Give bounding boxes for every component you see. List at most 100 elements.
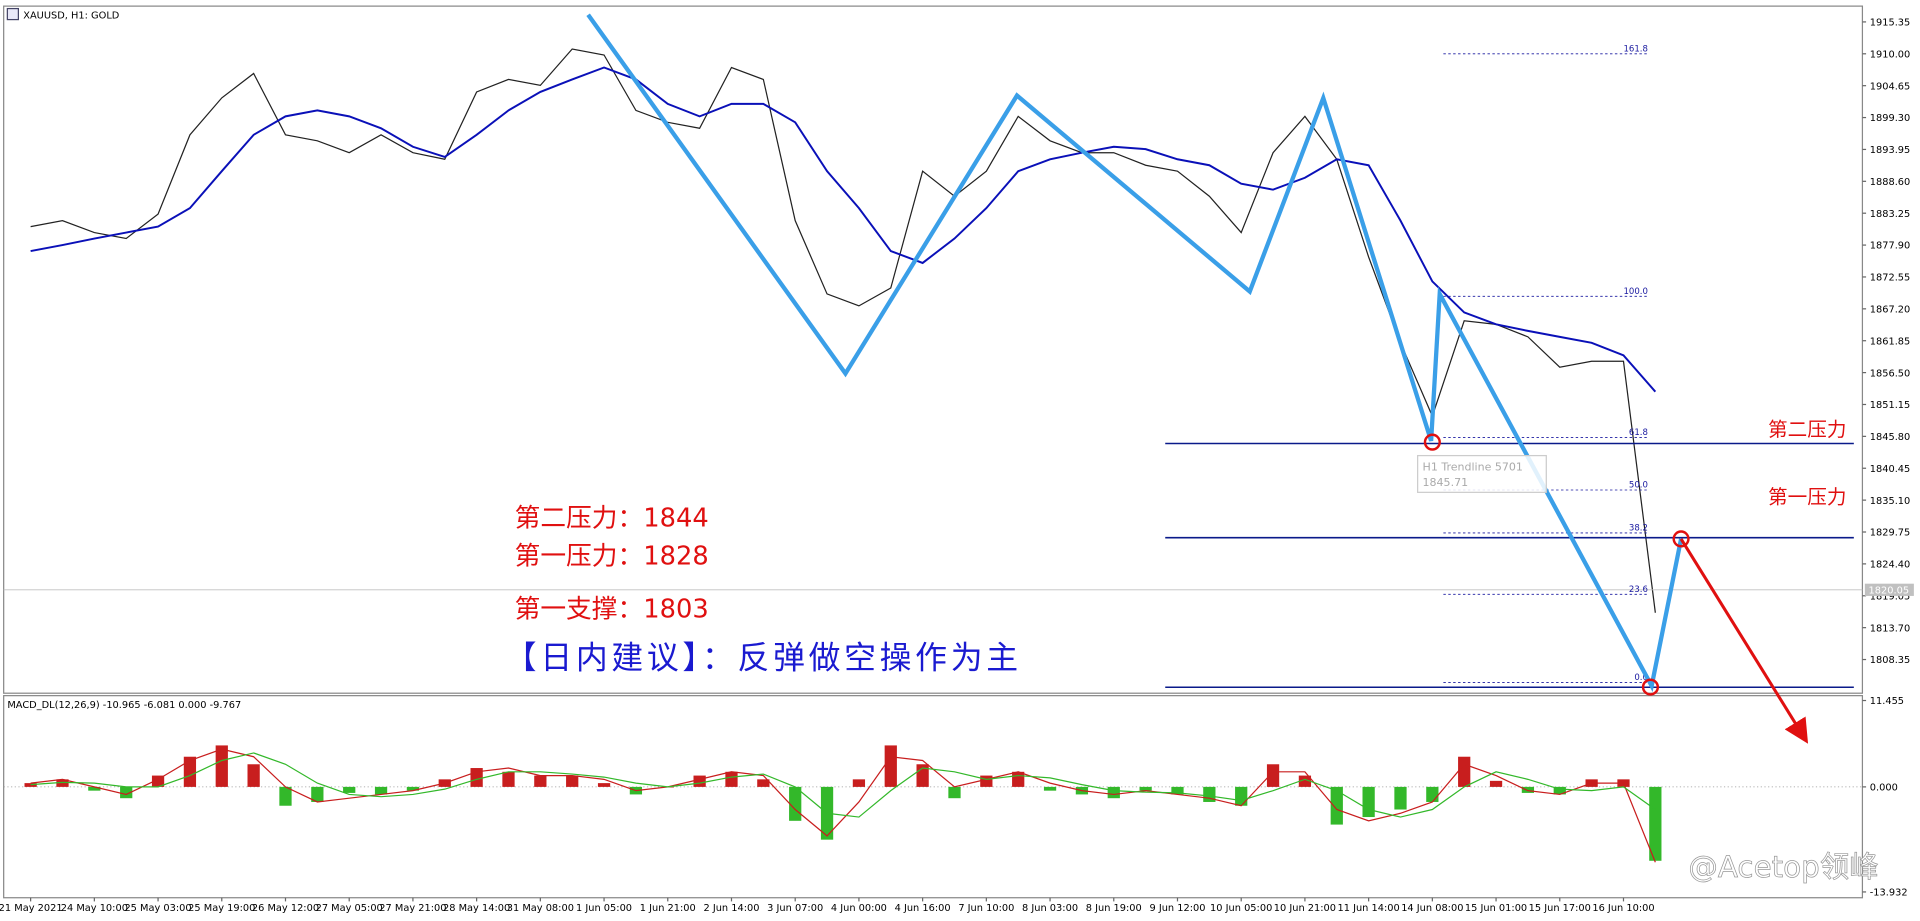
macd-bar <box>151 775 165 787</box>
fib-label: 61.8 <box>1629 428 1648 438</box>
y-tick-label: 1888.60 <box>1870 177 1911 188</box>
x-tick-label: 27 May 21:00 <box>379 903 446 914</box>
macd-title: MACD_DL(12,26,9) -10.965 -6.081 0.000 -9… <box>7 700 241 711</box>
y-tick-label: -13.932 <box>1870 888 1908 899</box>
y-tick-label: 1829.75 <box>1870 528 1911 539</box>
x-tick-label: 8 Jun 03:00 <box>1022 903 1078 914</box>
y-tick-label: 1845.80 <box>1870 432 1911 443</box>
series-line <box>30 66 1657 393</box>
macd-bar <box>1139 786 1152 791</box>
macd-bar <box>374 786 388 795</box>
macd-bar <box>852 779 866 787</box>
marks: 1915.35 1910.00 1904.65 1899.30 1893.95 1888.… <box>0 18 1914 914</box>
x-tick-label: 11 Jun 14:00 <box>1337 903 1399 914</box>
x-tick-label: 1 Jun 05:00 <box>576 903 632 914</box>
forecast-arrow <box>1679 538 1809 744</box>
x-tick-label: 9 Jun 12:00 <box>1149 903 1205 914</box>
macd-bar <box>566 775 579 787</box>
x-tick-label: 15 Jun 01:00 <box>1465 903 1527 914</box>
x-tick-label: 8 Jun 19:00 <box>1086 903 1142 914</box>
macd-bar <box>56 779 69 787</box>
macd-bar <box>24 783 37 787</box>
series-line <box>30 48 1656 613</box>
series-line <box>30 752 1656 818</box>
macd-bar <box>789 786 802 821</box>
macd-bar <box>279 786 292 806</box>
resistance-1: 第一压力：1828 <box>515 542 709 572</box>
macd-bar <box>311 786 324 802</box>
macd-bar <box>725 771 738 787</box>
x-tick-label: 10 Jun 05:00 <box>1210 903 1272 914</box>
x-tick-label: 26 May 12:00 <box>252 903 319 914</box>
macd-bar <box>980 775 993 787</box>
y-tick-label: 1893.95 <box>1870 145 1911 156</box>
y-tick-label: 1840.45 <box>1870 464 1911 475</box>
watermark: @Acetop领峰 <box>1688 850 1878 884</box>
fib-label: 0.0 <box>1634 673 1648 683</box>
macd-bar <box>88 786 101 791</box>
x-tick-label: 4 Jun 16:00 <box>895 903 951 914</box>
last-price-label: 1820.05 <box>1869 585 1910 596</box>
macd-bar <box>1426 786 1439 802</box>
fib-label: 50.0 <box>1629 481 1648 491</box>
macd-bar <box>502 771 515 787</box>
x-tick-label: 27 May 05:00 <box>316 903 383 914</box>
y-tick-label: 1835.10 <box>1870 496 1911 507</box>
y-tick-label: 1824.40 <box>1870 560 1911 571</box>
macd-bar <box>1362 786 1375 818</box>
macd-bar <box>183 756 197 787</box>
macd-bar <box>1489 780 1503 787</box>
marker-circle <box>1423 433 1441 451</box>
macd-bar <box>884 745 897 787</box>
macd-bar <box>1394 786 1407 810</box>
macd-bar <box>1649 786 1662 861</box>
y-tick-label: 1813.70 <box>1870 623 1911 634</box>
marker-circle <box>1641 678 1660 696</box>
last-price-box <box>1864 583 1914 596</box>
support-1: 第一支撑：1803 <box>515 594 709 624</box>
resistance-2: 第二压力：1844 <box>515 504 709 534</box>
x-tick-label: 4 Jun 00:00 <box>831 903 887 914</box>
macd-bar <box>948 786 961 799</box>
x-tick-label: 21 May 2021 <box>0 903 63 914</box>
resistance-2-tag: 第二压力 <box>1768 418 1846 441</box>
y-tick-label: 1877.90 <box>1870 241 1911 252</box>
fib-label: 100.0 <box>1623 287 1648 297</box>
macd-bar <box>120 786 133 799</box>
macd-bar <box>1043 786 1057 791</box>
macd-bar <box>1521 786 1535 793</box>
x-tick-label: 15 Jun 17:00 <box>1529 903 1591 914</box>
y-tick-label: 0.000 <box>1870 783 1898 794</box>
macd-bar <box>1012 771 1025 787</box>
macd-bar <box>343 786 356 793</box>
symbol-icon <box>6 7 19 21</box>
x-tick-label: 31 May 08:00 <box>507 903 574 914</box>
macd-bar <box>1458 756 1471 787</box>
x-tick-label: 25 May 03:00 <box>124 903 191 914</box>
x-tick-label: 25 May 19:00 <box>188 903 255 914</box>
marker-circle <box>1672 530 1690 548</box>
wave-zigzag <box>586 13 1684 693</box>
y-tick-label: 1910.00 <box>1870 49 1911 60</box>
price-panel <box>3 5 1864 694</box>
x-tick-label: 3 Jun 07:00 <box>767 903 823 914</box>
tooltip-name: H1 Trendline 5701 <box>1423 460 1523 473</box>
y-tick-label: 1856.50 <box>1870 368 1911 379</box>
y-tick-label: 1851.15 <box>1870 400 1911 411</box>
macd-bar <box>1171 786 1184 795</box>
macd-bar <box>1107 786 1120 799</box>
x-tick-label: 2 Jun 14:00 <box>703 903 759 914</box>
y-tick-label: 1819.05 <box>1870 591 1911 602</box>
macd-bar <box>1298 775 1312 787</box>
x-tick-label: 10 Jun 21:00 <box>1274 903 1336 914</box>
fib-label: 38.2 <box>1629 523 1648 533</box>
x-tick-label: 28 May 14:00 <box>443 903 510 914</box>
macd-bar <box>215 745 228 787</box>
series-line <box>30 748 1656 863</box>
macd-panel <box>3 695 1864 899</box>
macd-bar <box>247 764 260 787</box>
tooltip-value: 1845.71 <box>1423 476 1469 489</box>
macd-bar <box>597 783 611 787</box>
fib-label: 161.8 <box>1623 44 1648 54</box>
y-tick-label: 1872.55 <box>1870 273 1911 284</box>
